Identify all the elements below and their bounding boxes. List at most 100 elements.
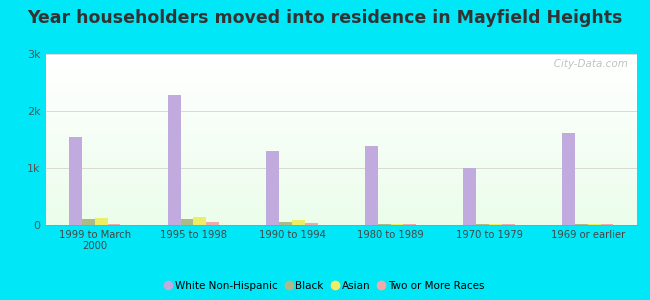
Bar: [46, 160, 637, 161]
Bar: [46, 124, 637, 125]
Bar: [46, 135, 637, 136]
Bar: [46, 113, 637, 114]
Bar: [46, 128, 637, 129]
Bar: [181, 219, 194, 225]
Bar: [46, 106, 637, 107]
Bar: [46, 127, 637, 128]
Bar: [46, 156, 637, 157]
Bar: [46, 191, 637, 192]
Bar: [46, 147, 637, 148]
Bar: [46, 215, 637, 216]
Bar: [46, 117, 637, 118]
Bar: [46, 83, 637, 84]
Bar: [46, 202, 637, 203]
Bar: [46, 209, 637, 210]
Bar: [46, 195, 637, 196]
Bar: [46, 180, 637, 181]
Bar: [562, 133, 575, 225]
Bar: [46, 184, 637, 185]
Bar: [46, 92, 637, 93]
Bar: [46, 207, 637, 208]
Bar: [46, 166, 637, 167]
Bar: [46, 153, 637, 154]
Bar: [46, 129, 637, 130]
Bar: [46, 159, 637, 160]
Bar: [46, 60, 637, 61]
Bar: [266, 151, 279, 225]
Bar: [292, 220, 305, 225]
Bar: [46, 206, 637, 207]
Bar: [46, 182, 637, 183]
Bar: [46, 97, 637, 98]
Bar: [46, 76, 637, 77]
Bar: [46, 121, 637, 122]
Bar: [46, 175, 637, 176]
Bar: [46, 134, 637, 135]
Bar: [46, 157, 637, 158]
Bar: [404, 224, 416, 225]
Bar: [46, 71, 637, 72]
Bar: [46, 74, 637, 75]
Bar: [46, 94, 637, 95]
Bar: [46, 89, 637, 90]
Bar: [46, 178, 637, 179]
Bar: [46, 133, 637, 134]
Bar: [46, 80, 637, 81]
Bar: [46, 108, 637, 109]
Bar: [279, 222, 292, 225]
Bar: [46, 98, 637, 99]
Bar: [46, 122, 637, 123]
Bar: [46, 224, 637, 225]
Bar: [305, 223, 318, 225]
Bar: [463, 168, 476, 225]
Bar: [46, 96, 637, 97]
Bar: [46, 203, 637, 204]
Bar: [46, 69, 637, 70]
Bar: [46, 102, 637, 103]
Bar: [46, 114, 637, 115]
Bar: [46, 176, 637, 177]
Bar: [46, 174, 637, 175]
Bar: [46, 67, 637, 68]
Bar: [46, 119, 637, 120]
Bar: [489, 224, 502, 225]
Bar: [46, 145, 637, 146]
Bar: [46, 214, 637, 215]
Bar: [575, 224, 588, 225]
Bar: [46, 148, 637, 149]
Bar: [46, 120, 637, 121]
Bar: [46, 59, 637, 60]
Bar: [168, 95, 181, 225]
Bar: [46, 103, 637, 104]
Bar: [46, 179, 637, 180]
Bar: [46, 139, 637, 140]
Bar: [46, 109, 637, 110]
Bar: [588, 224, 601, 225]
Bar: [476, 224, 489, 225]
Bar: [46, 164, 637, 165]
Bar: [46, 104, 637, 105]
Bar: [46, 221, 637, 222]
Bar: [46, 186, 637, 187]
Bar: [46, 218, 637, 219]
Bar: [46, 79, 637, 80]
Bar: [46, 141, 637, 142]
Bar: [46, 193, 637, 194]
Bar: [46, 78, 637, 79]
Bar: [46, 72, 637, 73]
Bar: [46, 155, 637, 156]
Bar: [46, 112, 637, 113]
Bar: [46, 161, 637, 162]
Bar: [108, 224, 120, 225]
Bar: [46, 66, 637, 67]
Bar: [46, 169, 637, 170]
Text: City-Data.com: City-Data.com: [544, 59, 628, 69]
Bar: [46, 217, 637, 218]
Bar: [46, 111, 637, 112]
Bar: [194, 217, 206, 225]
Bar: [46, 95, 637, 96]
Bar: [46, 65, 637, 66]
Bar: [46, 185, 637, 186]
Bar: [46, 144, 637, 145]
Bar: [46, 152, 637, 153]
